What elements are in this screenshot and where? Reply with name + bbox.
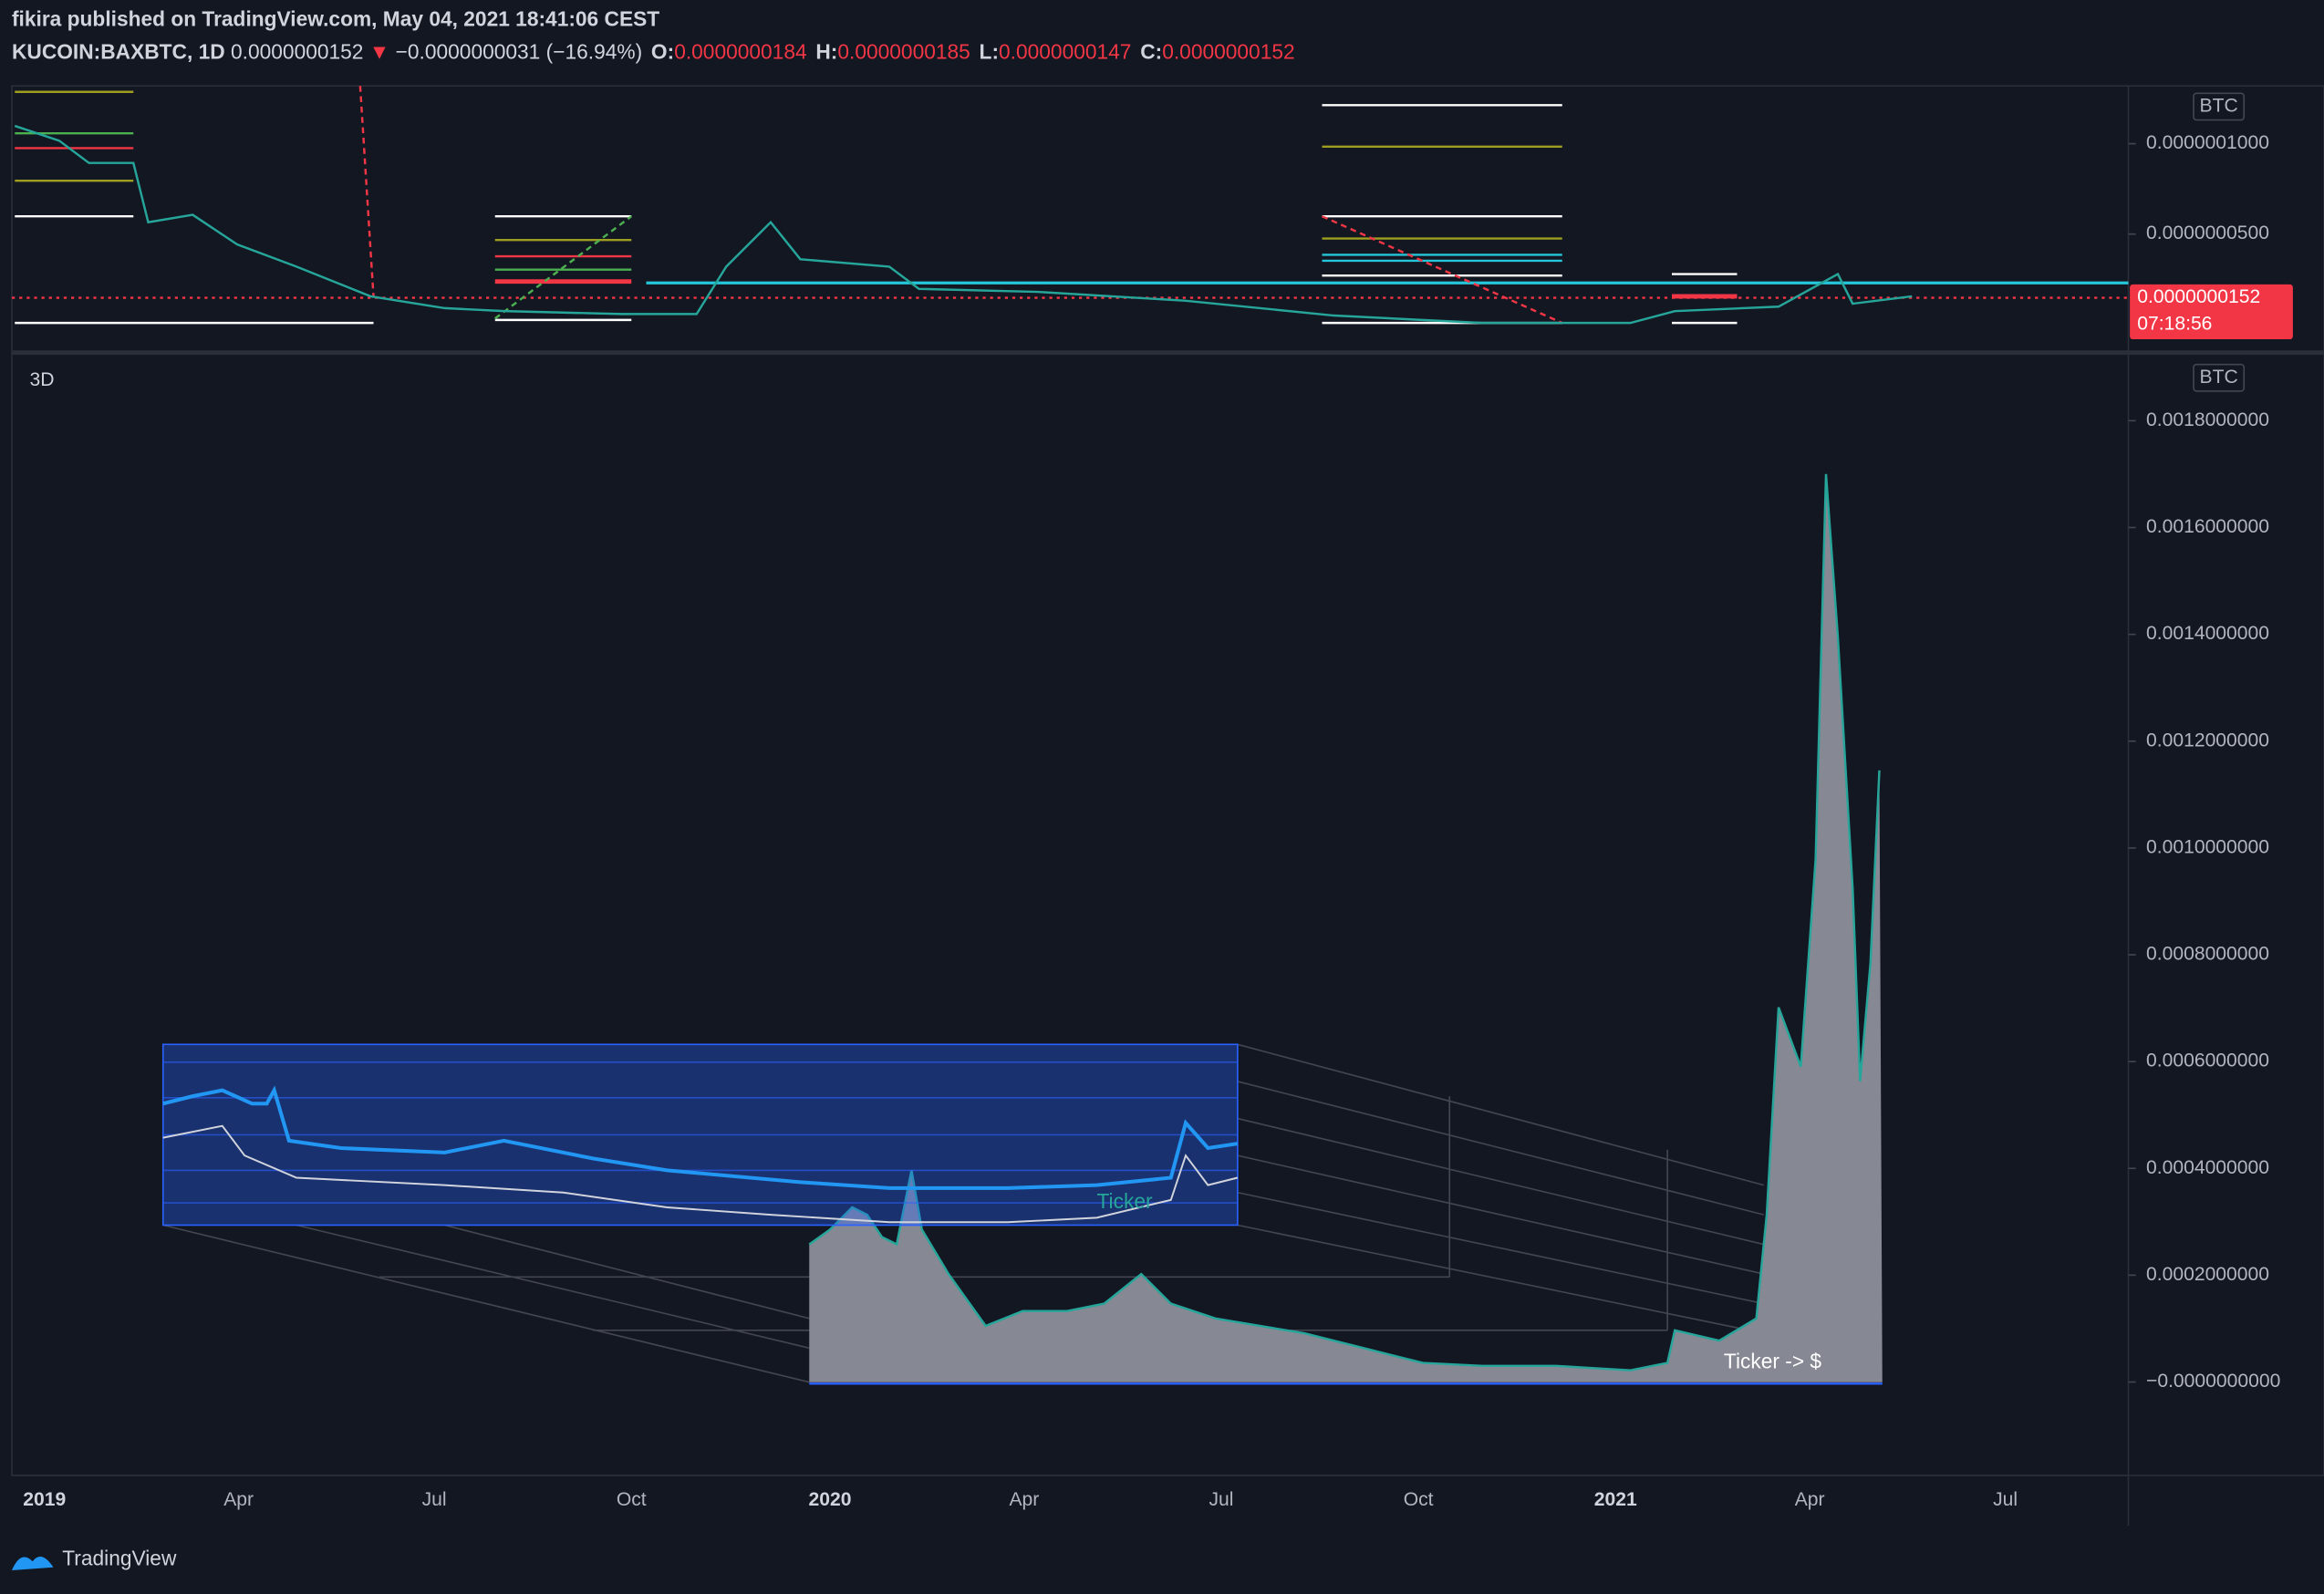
ohlc-value: 0.0000000184 xyxy=(674,39,806,63)
ohlc-value: 0.0000000152 xyxy=(1162,39,1294,63)
logo xyxy=(12,1557,54,1571)
price-label-box xyxy=(2130,284,2293,340)
x-tick-label: Apr xyxy=(1009,1489,1039,1510)
y-tick-label: 0.0016000000 xyxy=(2146,516,2269,537)
y-tick-label: 0.0012000000 xyxy=(2146,730,2269,750)
x-tick-label: Jul xyxy=(422,1489,447,1510)
y-tick-label: 0.0006000000 xyxy=(2146,1051,2269,1071)
currency: BTC xyxy=(2200,96,2238,117)
ohlc-label: C: xyxy=(1140,39,1162,63)
y-tick-label: 0.0002000000 xyxy=(2146,1264,2269,1285)
chart-frame xyxy=(11,85,2324,1476)
annotation: Ticker xyxy=(1097,1189,1153,1213)
y-tick-label: 0.0018000000 xyxy=(2146,409,2269,430)
y-tick-label: 0.0000001000 xyxy=(2146,132,2269,153)
y-tick-label: 0.0010000000 xyxy=(2146,836,2269,857)
x-tick-label: Apr xyxy=(223,1489,254,1510)
top-pane-drawings xyxy=(12,86,2129,325)
currency-box xyxy=(2193,363,2246,392)
price-label: 0.0000000152 xyxy=(2137,286,2260,307)
x-tick-label: Jul xyxy=(1209,1489,1233,1510)
x-tick-label: Jul xyxy=(1993,1489,2018,1510)
currency-box xyxy=(2193,92,2246,121)
x-tick-label: Oct xyxy=(617,1489,647,1510)
main-pane-drawings xyxy=(161,473,1883,1385)
x-tick-label: 2019 xyxy=(23,1489,66,1510)
brand: TradingView xyxy=(62,1547,177,1570)
last-price: 0.0000000152 xyxy=(231,39,363,63)
x-tick-label: Oct xyxy=(1404,1489,1434,1510)
x-tick-label: 2021 xyxy=(1594,1489,1637,1510)
y-tick-label: 0.0000000500 xyxy=(2146,223,2269,243)
byline: fikira published on TradingView.com, May… xyxy=(12,7,659,31)
countdown: 07:18:56 xyxy=(2137,313,2212,334)
x-tick-label: 2020 xyxy=(809,1489,852,1510)
symbol: KUCOIN:BAXBTC, 1D xyxy=(12,39,225,63)
y-tick-label: 0.0004000000 xyxy=(2146,1157,2269,1178)
symbol-line: KUCOIN:BAXBTC, 1D 0.0000000152 ▼ −0.0000… xyxy=(12,39,1295,63)
interval: 3D xyxy=(30,369,55,390)
ohlc-label: L: xyxy=(980,39,999,63)
y-tick-label: 0.0014000000 xyxy=(2146,623,2269,644)
y-tick-label: −0.0000000000 xyxy=(2146,1371,2280,1392)
change: −0.0000000031 (−16.94%) xyxy=(396,39,643,63)
ohlc-value: 0.0000000185 xyxy=(837,39,970,63)
ohlc-label: H: xyxy=(815,39,837,63)
ohlc-value: 0.0000000147 xyxy=(999,39,1131,63)
annotation: Ticker -> $ xyxy=(1724,1350,1822,1373)
currency: BTC xyxy=(2200,367,2238,388)
change-arrow: ▼ xyxy=(369,39,390,63)
y-tick-label: 0.0008000000 xyxy=(2146,944,2269,965)
x-tick-label: Apr xyxy=(1795,1489,1825,1510)
ohlc-label: O: xyxy=(651,39,674,63)
